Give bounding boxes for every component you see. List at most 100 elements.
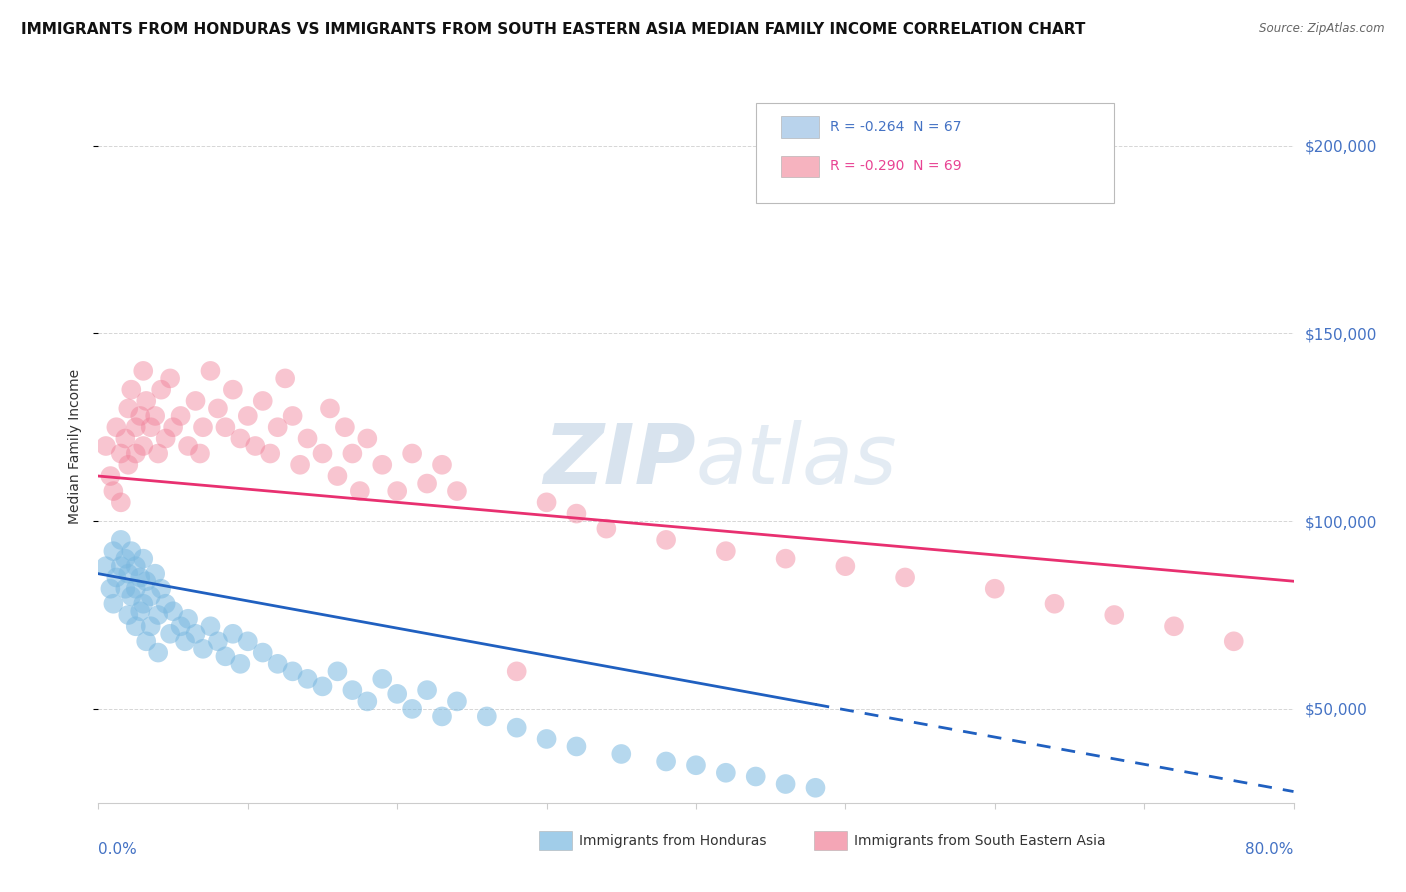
Point (105, 420, 128, 434)
Point (252, 393, 274, 408)
Point (125, 559, 148, 574)
Point (103, 484, 125, 499)
Point (259, 446, 281, 460)
Point (655, 755, 678, 769)
Point (155, 597, 177, 611)
Point (446, 694, 468, 708)
Point (775, 777, 797, 791)
Point (105, 570, 128, 584)
Point (103, 544, 125, 558)
Point (162, 420, 184, 434)
Point (745, 770, 768, 784)
Point (148, 446, 170, 460)
Point (222, 383, 245, 397)
Point (117, 607, 139, 622)
Point (356, 432, 378, 446)
Point (129, 409, 152, 423)
Point (162, 604, 184, 618)
Point (342, 683, 364, 698)
Point (349, 484, 371, 499)
Point (139, 589, 162, 603)
Point (110, 533, 132, 547)
Point (1104, 607, 1126, 622)
Point (685, 758, 707, 772)
Point (245, 439, 267, 453)
Point (174, 634, 197, 648)
Text: atlas: atlas (696, 420, 897, 500)
Point (804, 780, 827, 795)
Point (143, 566, 166, 581)
Point (297, 432, 319, 446)
Point (200, 619, 222, 633)
Point (150, 383, 173, 397)
Point (506, 721, 529, 735)
Point (236, 634, 259, 648)
Text: Source: ZipAtlas.com: Source: ZipAtlas.com (1260, 22, 1385, 36)
Point (125, 619, 148, 633)
Point (135, 634, 157, 648)
Point (177, 612, 200, 626)
Text: R = -0.290  N = 69: R = -0.290 N = 69 (830, 160, 962, 173)
Point (834, 559, 856, 574)
Point (229, 657, 252, 671)
Point (148, 607, 170, 622)
Point (207, 634, 229, 648)
Point (98, 582, 122, 596)
Point (416, 476, 439, 491)
Point (125, 446, 148, 460)
Point (356, 694, 378, 708)
Point (169, 409, 191, 423)
Point (135, 393, 157, 408)
Point (506, 665, 529, 679)
Point (297, 672, 319, 686)
Point (94, 439, 117, 453)
Point (536, 731, 558, 746)
Point (214, 649, 236, 664)
Point (267, 420, 290, 434)
Point (139, 619, 162, 633)
Point (267, 657, 290, 671)
Point (117, 401, 139, 416)
Point (401, 702, 423, 716)
Point (281, 409, 304, 423)
Point (1043, 597, 1066, 611)
Point (326, 665, 349, 679)
Point (110, 446, 132, 460)
FancyBboxPatch shape (780, 155, 820, 177)
Point (110, 559, 132, 574)
Point (188, 446, 211, 460)
Point (191, 420, 214, 434)
Point (610, 747, 633, 761)
Point (177, 439, 200, 453)
Point (565, 739, 588, 754)
Point (135, 574, 157, 589)
Point (207, 401, 229, 416)
Point (132, 364, 155, 378)
Point (385, 484, 409, 499)
Point (132, 439, 155, 453)
Point (125, 420, 148, 434)
Point (143, 409, 166, 423)
Point (184, 627, 207, 641)
Point (169, 619, 191, 633)
Point (159, 627, 181, 641)
Point (120, 544, 142, 558)
Text: Immigrants from South Eastern Asia: Immigrants from South Eastern Asia (853, 834, 1105, 847)
Point (120, 589, 142, 603)
Point (114, 551, 136, 566)
Point (319, 401, 342, 416)
Point (1163, 619, 1185, 633)
Point (371, 458, 394, 472)
Point (94, 559, 117, 574)
Point (475, 709, 498, 723)
Point (98, 469, 122, 483)
Point (371, 672, 394, 686)
Point (236, 409, 259, 423)
Text: ZIP: ZIP (543, 420, 696, 500)
Point (311, 679, 333, 693)
Point (129, 604, 152, 618)
Point (984, 582, 1007, 596)
Point (229, 432, 252, 446)
Point (1223, 634, 1246, 648)
Point (288, 458, 311, 472)
